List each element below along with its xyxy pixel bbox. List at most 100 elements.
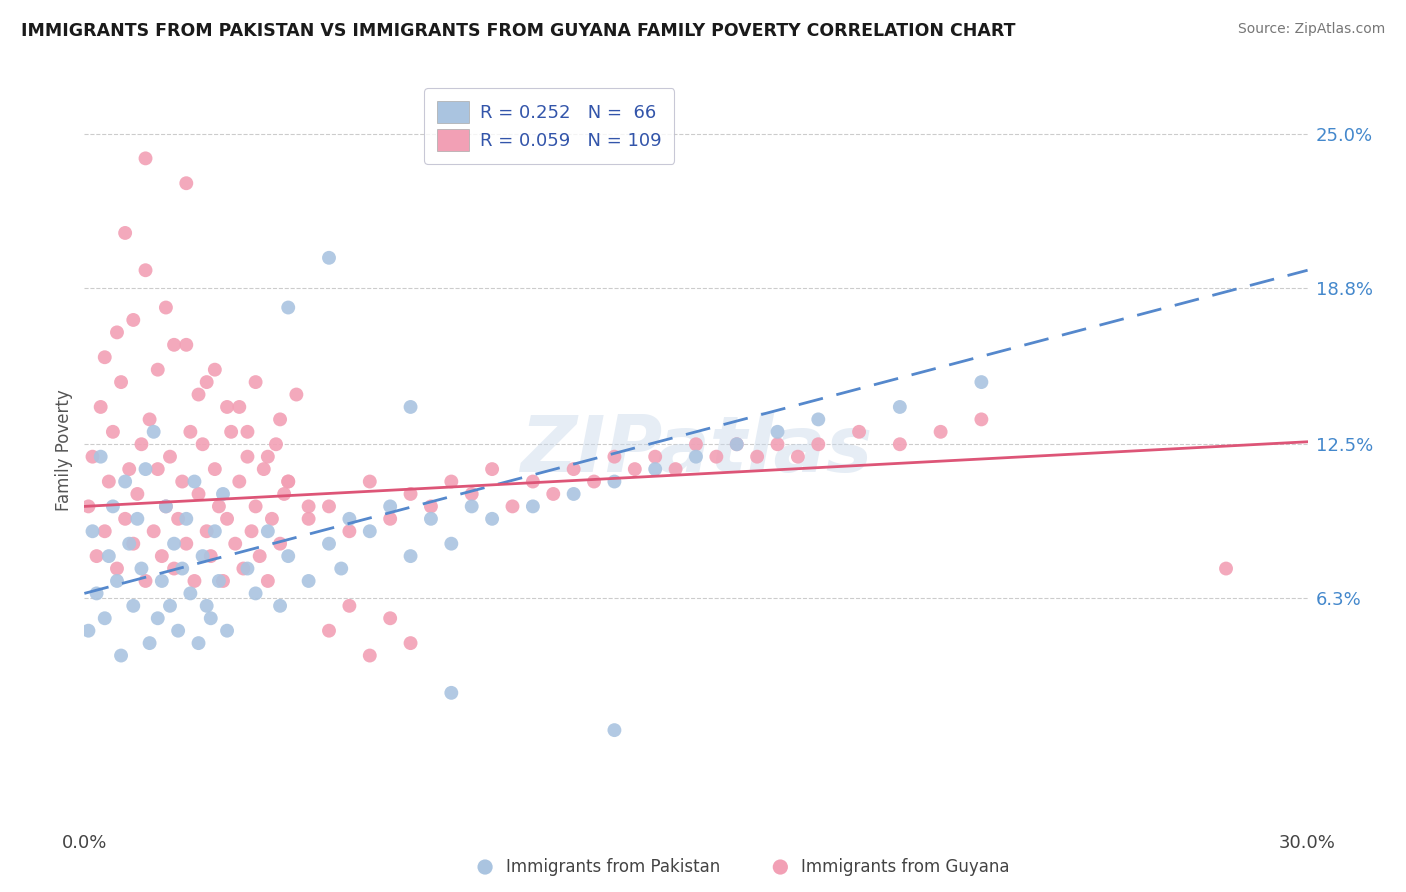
Point — [110, 375, 132, 389]
Point — [380, 512, 402, 526]
Point — [257, 450, 280, 464]
Point — [163, 537, 186, 551]
Point — [399, 400, 422, 414]
Point — [399, 549, 422, 563]
Point — [122, 599, 145, 613]
Point — [187, 387, 209, 401]
Point — [77, 624, 100, 638]
Point — [318, 537, 340, 551]
Point — [224, 537, 246, 551]
Point — [583, 475, 606, 489]
Point — [110, 648, 132, 663]
Point — [150, 549, 173, 563]
Point — [359, 524, 381, 539]
Point — [208, 574, 231, 588]
Point — [228, 400, 250, 414]
Point — [269, 599, 291, 613]
Point — [747, 450, 769, 464]
Point — [277, 549, 299, 563]
Point — [90, 450, 112, 464]
Point — [82, 524, 104, 539]
Point — [179, 586, 201, 600]
Point — [685, 450, 707, 464]
Point — [970, 375, 993, 389]
Point — [644, 462, 666, 476]
Point — [114, 512, 136, 526]
Point — [399, 487, 422, 501]
Point — [420, 512, 443, 526]
Point — [167, 624, 190, 638]
Point — [440, 475, 463, 489]
Point — [204, 462, 226, 476]
Point — [543, 487, 565, 501]
Point — [330, 561, 353, 575]
Point — [163, 561, 186, 575]
Point — [603, 450, 626, 464]
Text: Source: ZipAtlas.com: Source: ZipAtlas.com — [1237, 22, 1385, 37]
Point — [212, 574, 235, 588]
Point — [264, 437, 287, 451]
Point — [889, 400, 911, 414]
Point — [399, 636, 422, 650]
Y-axis label: Family Poverty: Family Poverty — [55, 390, 73, 511]
Point — [101, 500, 124, 514]
Point — [685, 437, 707, 451]
Point — [159, 450, 181, 464]
Point — [195, 375, 218, 389]
Point — [277, 475, 299, 489]
Point — [208, 500, 231, 514]
Point — [273, 487, 295, 501]
Point — [82, 450, 104, 464]
Point — [706, 450, 728, 464]
Point — [135, 574, 157, 588]
Text: Immigrants from Pakistan: Immigrants from Pakistan — [506, 858, 720, 876]
Point — [440, 686, 463, 700]
Point — [380, 611, 402, 625]
Point — [127, 512, 149, 526]
Point — [644, 450, 666, 464]
Point — [228, 475, 250, 489]
Point — [232, 561, 254, 575]
Point — [183, 475, 205, 489]
Point — [766, 425, 789, 439]
Point — [191, 549, 214, 563]
Text: Immigrants from Guyana: Immigrants from Guyana — [801, 858, 1010, 876]
Point — [970, 412, 993, 426]
Point — [179, 425, 201, 439]
Point — [481, 512, 503, 526]
Point — [502, 500, 524, 514]
Point — [217, 624, 239, 638]
Point — [562, 487, 585, 501]
Point — [200, 549, 222, 563]
Point — [318, 624, 340, 638]
Point — [522, 500, 544, 514]
Point — [114, 226, 136, 240]
Point — [105, 561, 128, 575]
Point — [277, 475, 299, 489]
Point — [174, 338, 197, 352]
Point — [359, 648, 381, 663]
Point — [93, 524, 115, 539]
Point — [174, 537, 197, 551]
Point — [138, 636, 160, 650]
Point — [420, 500, 443, 514]
Point — [146, 462, 169, 476]
Point — [603, 475, 626, 489]
Point — [298, 574, 321, 588]
Point — [86, 586, 108, 600]
Point — [187, 636, 209, 650]
Point — [90, 400, 112, 414]
Point — [277, 301, 299, 315]
Point — [257, 524, 280, 539]
Point — [339, 524, 361, 539]
Point — [118, 537, 141, 551]
Point — [142, 524, 165, 539]
Point — [339, 512, 361, 526]
Point — [461, 487, 484, 501]
Point — [142, 425, 165, 439]
Point — [245, 586, 267, 600]
Point — [269, 537, 291, 551]
Point — [249, 549, 271, 563]
Point — [217, 400, 239, 414]
Point — [146, 611, 169, 625]
